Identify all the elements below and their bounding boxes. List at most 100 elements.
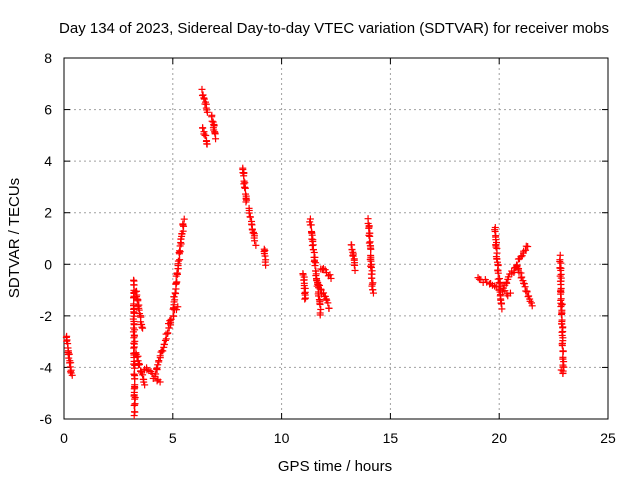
data-point	[523, 287, 531, 295]
data-point	[180, 215, 188, 223]
data-point	[261, 252, 269, 260]
data-point	[251, 237, 259, 245]
data-point	[173, 269, 181, 277]
data-point	[365, 231, 373, 239]
data-point	[302, 294, 310, 302]
data-point	[64, 351, 72, 359]
data-point	[321, 266, 329, 274]
data-point	[349, 250, 357, 258]
data-point	[170, 312, 178, 320]
data-point	[309, 246, 317, 254]
data-point	[130, 401, 138, 409]
data-point	[556, 258, 564, 266]
grid-lines	[64, 58, 608, 419]
data-point	[156, 354, 164, 362]
chart-title: Day 134 of 2023, Sidereal Day-to-day VTE…	[59, 20, 609, 37]
data-point	[316, 311, 324, 319]
data-point	[133, 295, 141, 303]
y-tick-label: 6	[44, 102, 52, 118]
data-point	[368, 274, 376, 282]
y-tick-label: 2	[44, 205, 52, 221]
data-point	[174, 303, 182, 311]
data-point	[135, 361, 143, 369]
x-tick-label: 5	[169, 430, 177, 446]
data-point	[494, 269, 502, 277]
data-point	[139, 324, 147, 332]
data-point	[141, 381, 149, 389]
data-point	[153, 364, 161, 372]
data-point	[139, 371, 147, 379]
x-tick-label: 25	[600, 430, 616, 446]
data-point	[246, 213, 254, 221]
data-point	[503, 279, 511, 287]
data-point	[138, 323, 146, 331]
data-point	[200, 95, 208, 103]
data-point	[133, 353, 141, 361]
data-point	[240, 180, 248, 188]
data-point	[203, 140, 211, 148]
data-point	[174, 257, 182, 265]
data-point	[176, 256, 184, 264]
data-point	[525, 292, 533, 300]
data-point	[160, 341, 168, 349]
data-point	[367, 245, 375, 253]
data-point	[129, 328, 137, 336]
data-point	[326, 271, 334, 279]
data-point	[198, 85, 206, 93]
data-point	[301, 295, 309, 303]
plot-frame	[63, 57, 609, 420]
data-point	[161, 336, 169, 344]
data-point	[316, 300, 324, 308]
data-point	[325, 304, 333, 312]
data-point	[152, 370, 160, 378]
data-point	[156, 378, 164, 386]
data-point	[308, 241, 316, 249]
data-point	[199, 124, 207, 132]
x-tick-label: 10	[274, 430, 290, 446]
data-point	[165, 324, 173, 332]
data-point	[506, 289, 514, 297]
data-point	[365, 224, 373, 232]
x-tick-labels: 0 5 10 15 20 25	[60, 430, 616, 446]
data-point	[68, 371, 76, 379]
data-point	[517, 253, 525, 261]
data-point	[369, 289, 377, 297]
data-point	[130, 412, 138, 420]
data-point	[137, 367, 145, 375]
x-tick-label: 20	[491, 430, 507, 446]
data-point	[153, 377, 161, 385]
data-point	[310, 258, 318, 266]
y-tick-label: 0	[44, 256, 52, 272]
data-point	[131, 375, 139, 383]
data-point	[324, 299, 332, 307]
data-point	[210, 121, 218, 129]
data-point	[208, 111, 216, 119]
data-point	[518, 273, 526, 281]
data-point	[243, 196, 251, 204]
data-point	[202, 131, 210, 139]
x-tick-label: 0	[60, 430, 68, 446]
data-point	[528, 302, 536, 310]
data-point	[558, 300, 566, 308]
data-point	[199, 91, 207, 99]
data-point	[208, 117, 216, 125]
y-tick-label: 4	[44, 153, 52, 169]
data-point	[522, 246, 530, 254]
data-point	[130, 343, 138, 351]
y-tick-labels: -6 -4 -2 0 2 4 6 8	[40, 50, 53, 427]
data-point	[171, 289, 179, 297]
data-point	[130, 364, 138, 372]
x-tick-label: 15	[383, 430, 399, 446]
data-point	[524, 243, 532, 251]
data-point	[557, 366, 565, 374]
data-point	[367, 255, 375, 263]
y-tick-label: 8	[44, 50, 52, 66]
data-point	[131, 408, 139, 416]
data-point	[173, 278, 181, 286]
data-points	[62, 85, 568, 420]
data-point	[369, 286, 377, 294]
data-point	[155, 357, 163, 365]
data-point	[367, 263, 375, 271]
data-point	[313, 277, 321, 285]
